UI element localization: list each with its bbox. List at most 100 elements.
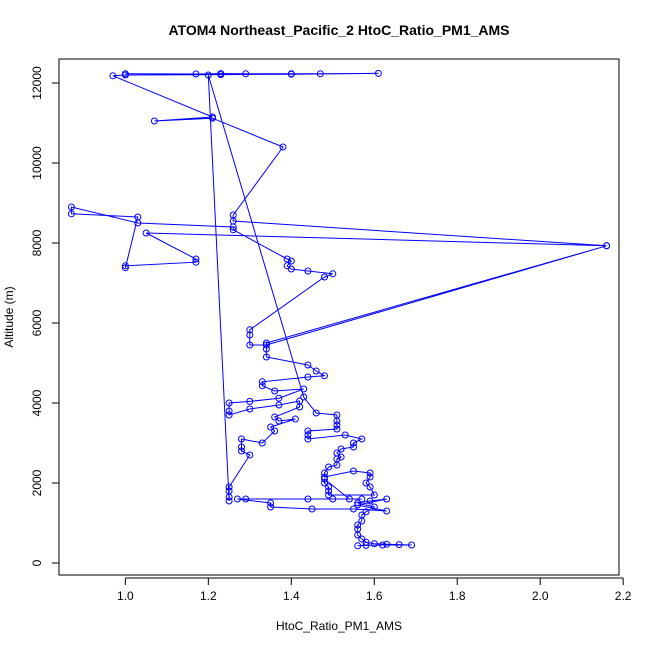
data-point [287,265,295,273]
data-point [312,409,320,417]
data-point [383,540,391,548]
data-point [258,439,266,447]
data-point [362,479,370,487]
data-point [333,417,341,425]
chart-title: ATOM4 Northeast_Pacific_2 HtoC_Ratio_PM1… [168,22,509,38]
data-point [408,541,416,549]
data-point [333,421,341,429]
y-tick-label: 6000 [30,309,44,336]
data-point [370,540,378,548]
data-point [333,461,341,469]
data-point [258,378,266,386]
data-point [279,143,287,151]
data-point [246,331,254,339]
data-point [325,487,333,495]
data-point [192,70,200,78]
data-point [308,505,316,513]
data-point [121,71,129,79]
data-point [321,475,328,483]
x-tick-label: 1.0 [117,589,134,603]
data-point [304,495,312,503]
data-point [366,483,374,491]
data-point [370,503,378,511]
data-point [192,258,200,266]
data-point [354,501,362,509]
data-point [354,531,362,539]
data-point [354,542,362,550]
data-point [321,273,328,281]
x-tick-label: 1.2 [200,589,217,603]
x-tick-label: 1.4 [283,589,300,603]
y-axis: 0 2000 4000 6000 8000 10000 12000 [30,66,60,566]
data-point [262,345,270,353]
data-point [304,361,312,369]
data-point [229,226,237,234]
data-point [246,451,254,459]
x-tick-label: 1.8 [449,589,466,603]
data-point [366,497,374,505]
data-point [246,405,254,413]
data-point [291,415,299,423]
data-point [238,447,245,455]
data-point [225,411,233,419]
data-point [329,495,337,503]
data-point [121,264,129,272]
data-point [283,255,291,263]
data-point [262,353,270,361]
data-point [287,257,295,265]
data-point [603,242,611,250]
data-point [275,401,283,409]
data-point [379,541,387,549]
y-tick-label: 8000 [30,229,44,256]
data-point [383,495,391,503]
data-point [242,495,250,503]
data-point [366,469,374,477]
data-point [225,493,233,501]
data-point [134,219,142,227]
data-point [287,70,295,78]
data-point [304,435,312,443]
data-point [345,495,353,503]
data-point [321,372,328,380]
data-point [316,70,324,78]
data-point [354,499,362,507]
data-point [325,463,333,471]
data-point [325,483,333,491]
data-point [312,367,320,375]
data-point [67,210,75,218]
data-point [271,427,279,435]
data-point [350,439,357,447]
data-point [300,393,308,401]
data-point [275,417,283,425]
data-point [358,495,366,503]
data-point [358,435,366,443]
data-point [304,427,312,435]
data-point [271,387,279,395]
data-point [333,425,341,433]
data-point [225,483,233,491]
x-tick-label: 2.2 [615,589,632,603]
data-point [296,403,304,411]
data-point [225,407,233,415]
data-point [304,373,312,381]
data-point [337,453,345,461]
data-point [246,326,254,334]
data-point [321,479,328,487]
x-tick-label: 1.6 [366,589,383,603]
y-tick-label: 10000 [30,146,44,180]
data-point [350,443,357,451]
data-point [370,491,378,499]
data-point [267,499,275,507]
data-point [246,341,254,349]
data-point [341,431,349,439]
data-point [121,262,129,270]
data-point [337,445,345,453]
data-point [383,507,391,515]
data-point [233,495,241,503]
data-point [300,385,308,393]
x-axis-title: HtoC_Ratio_PM1_AMS [276,619,402,633]
y-tick-label: 12000 [30,66,44,100]
data-point [229,223,237,231]
